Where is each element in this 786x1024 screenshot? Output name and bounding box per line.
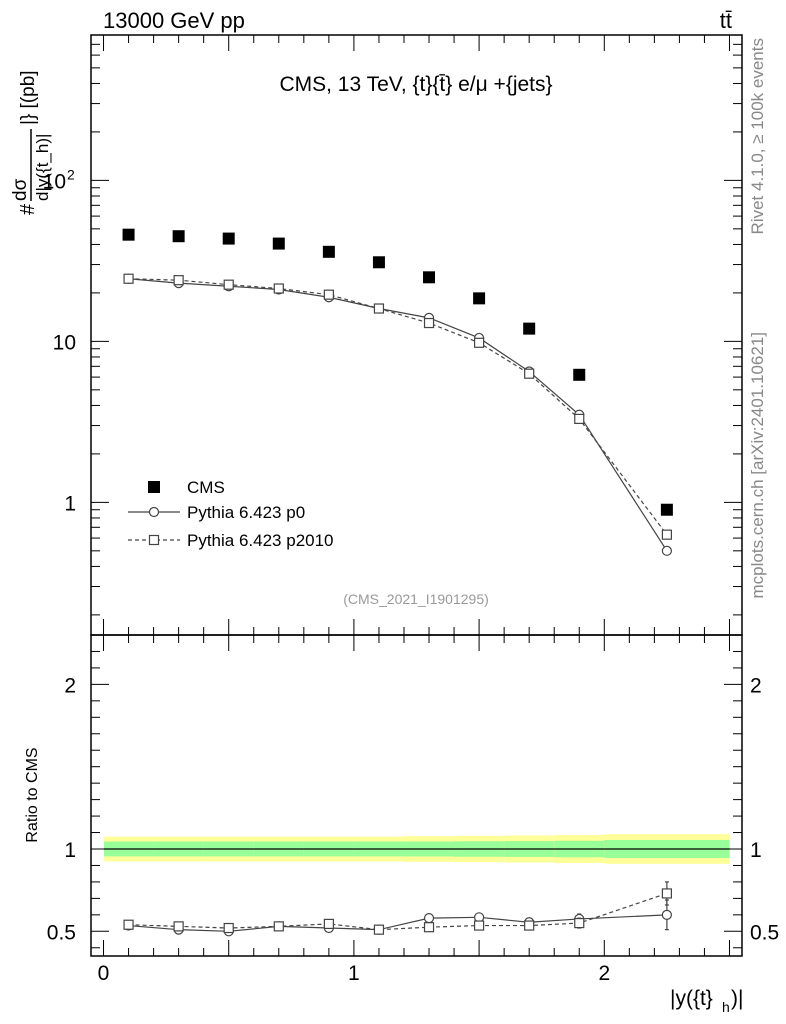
- ratio-ytick-label-left: 2: [64, 674, 76, 697]
- p2010-point: [223, 279, 234, 290]
- rivet-label: Rivet 4.1.0, ≥ 100k events: [748, 38, 767, 234]
- p2010-point: [273, 283, 284, 294]
- main-ylabel-denominator: d|y({t_h)|: [33, 134, 52, 201]
- ratio-frame: [90, 634, 743, 957]
- ratio-xtick-label: 1: [348, 962, 360, 985]
- ratio-ticks: [91, 635, 742, 956]
- main-ylabel-suffix: |} [(pb]: [18, 70, 39, 125]
- main-ytick-label: 10: [43, 170, 66, 193]
- ratio-xlabel: |y({t} h )|: [670, 987, 743, 1015]
- legend-p0-marker: [148, 506, 160, 518]
- p2010-point: [423, 317, 435, 329]
- p2010-point: [123, 273, 134, 284]
- ratio-xtick-label: 2: [598, 962, 610, 985]
- p0-point: [661, 545, 672, 556]
- legend-p2010-label: Pythia 6.423 p2010: [187, 531, 334, 550]
- ratio-series: [123, 881, 672, 937]
- ratio-xlabel-sub: h: [722, 999, 730, 1015]
- cms-data-point: [473, 292, 486, 305]
- main-ytick-label-exponent: 2: [67, 166, 75, 182]
- ratio-xtick-label: 0: [98, 962, 110, 985]
- cms-data-point: [423, 271, 436, 284]
- ratio-ytick-label-left: 0.5: [47, 921, 76, 944]
- header-left: 13000 GeV pp: [103, 8, 245, 33]
- p2010-point: [574, 413, 585, 424]
- ratio-p2010-point: [661, 888, 672, 899]
- ratio-p2010-point: [273, 921, 284, 932]
- cms-data-point: [272, 237, 285, 250]
- ratio-p2010-point: [423, 922, 435, 933]
- main-ticks: [91, 34, 742, 635]
- ratio-ytick-label-right: 0.5: [750, 921, 779, 944]
- ratio-p2010-point: [223, 922, 234, 934]
- cms-data-point: [523, 322, 536, 335]
- main-ylabel-prefix: #: [17, 203, 39, 215]
- p2010-point: [473, 337, 485, 348]
- cms-data-point: [222, 232, 235, 245]
- cms-data-point: [573, 368, 586, 381]
- cms-data-point: [660, 503, 673, 516]
- legend-cms-marker: [148, 481, 160, 493]
- ratio-p2010-point: [173, 921, 184, 932]
- cms-data-point: [372, 256, 385, 269]
- ratio-p2010-line: [128, 892, 668, 931]
- p2010-point: [323, 289, 334, 300]
- main-ytick-label: 10: [53, 331, 76, 354]
- ratio-ylabel: Ratio to CMS: [24, 747, 41, 842]
- ratio-ytick-label-right: 2: [750, 674, 762, 697]
- p2010-point: [173, 275, 184, 286]
- p2010-point: [661, 529, 672, 540]
- ratio-ytick-labels: 0.5 0.5 1 1 2 2: [47, 674, 779, 944]
- ratio-xlabel-main: |y({t}: [670, 987, 713, 1010]
- main-title: CMS, 13 TeV, {t}{t̄} e/μ +{jets}: [279, 73, 552, 96]
- ratio-p2010-point: [123, 919, 134, 930]
- ratio-p2010-point: [574, 917, 585, 929]
- main-ytick-label: 1: [64, 492, 76, 515]
- ratio-p2010-point: [524, 920, 535, 931]
- ratio-xlabel-end: )|: [731, 987, 743, 1010]
- ratio-p0-point: [423, 913, 435, 924]
- ratio-p2010-point: [323, 918, 334, 930]
- legend: CMS Pythia 6.423 p0 Pythia 6.423 p2010: [128, 478, 334, 550]
- cms-data-point: [172, 230, 185, 243]
- ratio-ytick-label-right: 1: [750, 839, 762, 862]
- main-series: [122, 228, 673, 556]
- analysis-tag: (CMS_2021_I1901295): [343, 591, 489, 607]
- main-ylabel-numerator: dσ: [10, 178, 31, 201]
- mcplots-label: mcplots.cern.ch [arXiv:2401.10621]: [748, 332, 767, 598]
- ratio-bands: [104, 834, 730, 864]
- main-ylabel: # dσ d|y({t_h)| |} [(pb]: [10, 70, 52, 215]
- ratio-ytick-label-left: 1: [64, 839, 76, 862]
- cms-data-point: [322, 245, 335, 258]
- p2010-point: [524, 368, 535, 379]
- ratio-panel: 0.5 0.5 1 1 2 2 0 1 2 Ratio to CMS |y({t} h )|: [24, 634, 779, 1015]
- p2010-point: [373, 303, 385, 314]
- legend-cms-label: CMS: [187, 478, 225, 497]
- ratio-p2010-point: [373, 924, 385, 935]
- header-right: tt̄: [720, 8, 732, 33]
- ratio-xtick-labels: 0 1 2: [98, 962, 610, 985]
- ratio-p2010-point: [473, 920, 485, 931]
- legend-p2010-marker: [148, 534, 160, 546]
- legend-p0-label: Pythia 6.423 p0: [187, 503, 305, 522]
- cms-data-point: [122, 228, 135, 241]
- ratio-p0-point: [661, 909, 672, 920]
